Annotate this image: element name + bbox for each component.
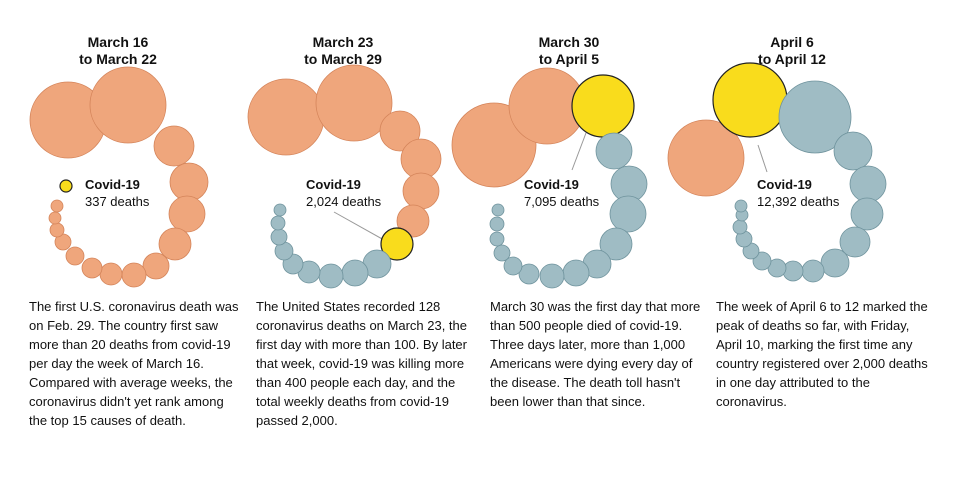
panel-4-ring bbox=[667, 62, 887, 283]
panel-3: March 30 to April 5 Covid-19 7,095 death… bbox=[451, 34, 648, 289]
cause-bubble-below bbox=[539, 263, 565, 289]
panel-1-title-line2: to March 22 bbox=[79, 51, 157, 67]
cause-bubble-below bbox=[341, 259, 369, 287]
panel-2-ring bbox=[247, 64, 442, 289]
cause-bubble-below bbox=[518, 263, 540, 285]
panel-3-title-line1: March 30 bbox=[539, 34, 600, 50]
panel-2-description: The United States recorded 128 coronavir… bbox=[256, 299, 468, 428]
panel-4-title-line2: to April 12 bbox=[758, 51, 826, 67]
cause-bubble-above bbox=[121, 262, 147, 288]
cause-bubble-above bbox=[142, 252, 170, 280]
cause-bubble-above bbox=[89, 66, 167, 144]
cause-bubble-below bbox=[270, 215, 286, 231]
cause-bubble-below bbox=[491, 203, 505, 217]
covid-bubble bbox=[712, 62, 788, 138]
cause-bubble-above bbox=[81, 257, 103, 279]
panel-4-description: The week of April 6 to 12 marked the pea… bbox=[716, 299, 928, 409]
cause-bubble-above bbox=[396, 204, 430, 238]
cause-bubble-above bbox=[158, 227, 192, 261]
cause-bubble-below bbox=[820, 248, 850, 278]
panel-1-ring bbox=[29, 66, 209, 288]
panel-1-covid-label: Covid-19 bbox=[85, 177, 140, 192]
panel-3-ring bbox=[451, 67, 648, 289]
panel-1-title-line1: March 16 bbox=[88, 34, 149, 50]
cause-bubble-above bbox=[99, 262, 123, 286]
cause-bubble-above bbox=[315, 64, 393, 142]
panel-1: March 16 to March 22 Covid-19 337 deaths bbox=[29, 34, 209, 288]
cause-bubble-above bbox=[50, 199, 64, 213]
cause-bubble-above bbox=[379, 110, 421, 152]
cause-bubble-below bbox=[318, 263, 344, 289]
cause-bubble-below bbox=[493, 244, 511, 262]
panel-4-covid-label: Covid-19 bbox=[757, 177, 812, 192]
cause-bubble-above bbox=[402, 172, 440, 210]
cause-bubble-above bbox=[65, 246, 85, 266]
covid-bubble bbox=[380, 227, 414, 261]
covid-bubble bbox=[571, 74, 635, 138]
cause-bubble-below bbox=[609, 195, 647, 233]
cause-bubble-below bbox=[489, 231, 505, 247]
panel-2: March 23 to March 29 Covid-19 2,024 deat… bbox=[247, 34, 442, 289]
cause-bubble-below bbox=[778, 80, 852, 154]
panel-1-description: The first U.S. coronavirus death was on … bbox=[29, 299, 239, 428]
cause-bubble-above bbox=[49, 222, 65, 238]
panel-2-covid-deaths: 2,024 deaths bbox=[306, 194, 382, 209]
panel-2-leader-line bbox=[333, 211, 385, 241]
panel-4-leader-line bbox=[757, 144, 768, 173]
cause-bubble-below bbox=[849, 165, 887, 203]
cause-bubble-below bbox=[503, 256, 523, 276]
cause-bubble-above bbox=[169, 162, 209, 202]
panel-3-description: March 30 was the first day that more tha… bbox=[490, 299, 701, 409]
panel-4-title-line1: April 6 bbox=[770, 34, 814, 50]
cause-bubble-below bbox=[489, 216, 505, 232]
panel-1-covid-deaths: 337 deaths bbox=[85, 194, 150, 209]
cause-bubble-below bbox=[752, 251, 772, 271]
cause-bubble-above bbox=[667, 119, 745, 197]
cause-bubble-below bbox=[833, 131, 873, 171]
cause-bubble-below bbox=[801, 259, 825, 283]
panel-2-title-line2: to March 29 bbox=[304, 51, 382, 67]
cause-bubble-below bbox=[595, 132, 633, 170]
cause-bubble-below bbox=[732, 219, 748, 235]
cause-bubble-below bbox=[839, 226, 871, 258]
cause-bubble-below bbox=[270, 228, 288, 246]
cause-bubble-above bbox=[247, 78, 325, 156]
cause-bubble-above bbox=[153, 125, 195, 167]
cause-bubble-below bbox=[734, 199, 748, 213]
cause-bubble-below bbox=[562, 259, 590, 287]
cause-bubble-below bbox=[273, 203, 287, 217]
cause-bubble-below bbox=[782, 260, 804, 282]
panel-3-title-line2: to April 5 bbox=[539, 51, 599, 67]
panel-2-covid-label: Covid-19 bbox=[306, 177, 361, 192]
panel-2-title-line1: March 23 bbox=[313, 34, 374, 50]
panel-3-leader-line bbox=[571, 132, 587, 171]
cause-bubble-below bbox=[850, 197, 884, 231]
panel-3-covid-deaths: 7,095 deaths bbox=[524, 194, 600, 209]
cause-bubble-below bbox=[599, 227, 633, 261]
cause-bubble-above bbox=[48, 211, 62, 225]
panel-4: April 6 to April 12 Covid-19 12,392 deat… bbox=[667, 34, 887, 283]
cause-bubble-above bbox=[168, 195, 206, 233]
covid-bubble bbox=[59, 179, 73, 193]
panel-4-covid-deaths: 12,392 deaths bbox=[757, 194, 840, 209]
panel-3-covid-label: Covid-19 bbox=[524, 177, 579, 192]
